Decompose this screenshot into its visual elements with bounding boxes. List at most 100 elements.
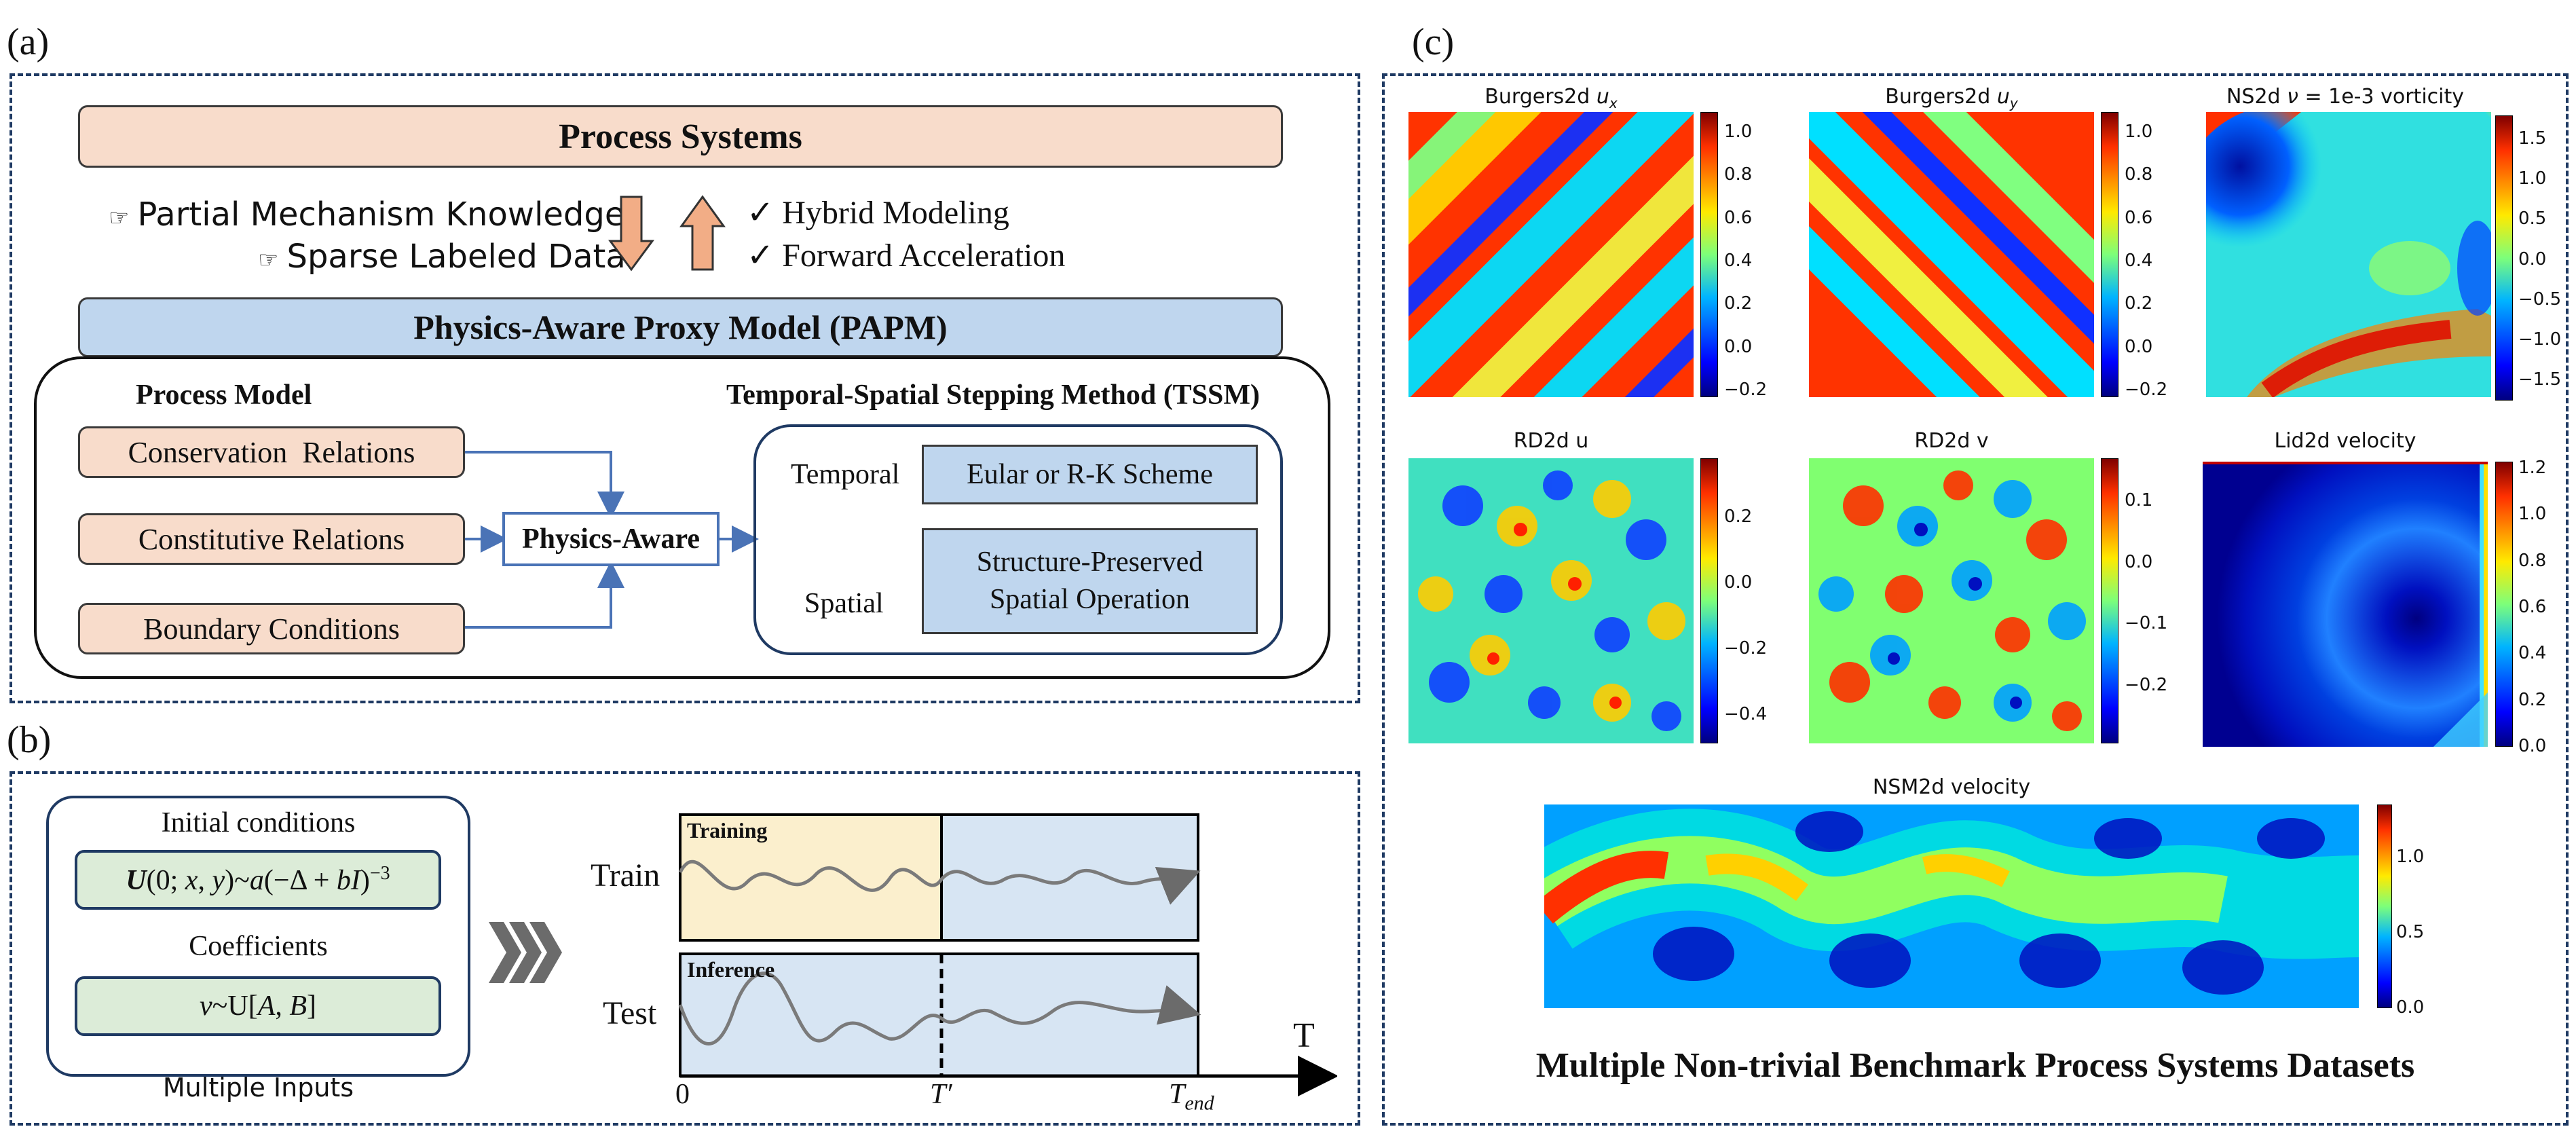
train-test-timeline xyxy=(678,813,1337,1096)
spatial-operation-box: Structure-Preserved Spatial Operation xyxy=(922,528,1258,634)
rd2d-v-tick-label: −0.1 xyxy=(2125,613,2168,634)
burgers-ux-tick-label: 0.2 xyxy=(1724,293,1753,314)
burgers-ux-tick-label: 0.6 xyxy=(1724,207,1753,228)
lid2d-title: Lid2d velocity xyxy=(2274,429,2416,453)
burgers-uy-tick-label: 0.4 xyxy=(2125,251,2153,271)
lid2d-field xyxy=(2203,462,2488,747)
rd2d-u-tick-label: 0.2 xyxy=(1724,506,1753,527)
ns2d-tick-label: −1.0 xyxy=(2518,329,2562,350)
test-label: Test xyxy=(603,995,657,1031)
spatial-label: Spatial xyxy=(804,588,884,619)
burgers-uy-colorbar xyxy=(2101,112,2118,397)
ns2d-tick-label: −0.5 xyxy=(2518,289,2562,310)
lid2d-tick-label: 0.2 xyxy=(2518,689,2547,710)
chevron-arrows-icon xyxy=(489,922,562,983)
burgers-ux-tick-label: 0.4 xyxy=(1724,251,1753,271)
lid2d-tick-label: 0.6 xyxy=(2518,597,2547,617)
rd2d-u-title: RD2d u xyxy=(1513,429,1589,453)
left-item-2: ☞ Sparse Labeled Data xyxy=(258,238,626,276)
burgers-uy-tick-label: 0.0 xyxy=(2125,336,2153,357)
burgers-uy-tick-label: 1.0 xyxy=(2125,122,2153,142)
initial-condition-formula: U(0; x, y)~a(−Δ + bI)−3 xyxy=(75,850,441,910)
ns2d-tick-label: 1.0 xyxy=(2518,168,2547,189)
papm-body-frame xyxy=(34,356,1330,679)
training-label: Training xyxy=(687,818,768,843)
panel-b-frame xyxy=(10,771,1360,1126)
ns2d-title: NS2d ν = 1e-3 vorticity xyxy=(2226,85,2464,109)
burgers-ux-tick-label: 1.0 xyxy=(1724,122,1753,142)
nsm2d-field xyxy=(1544,804,2359,1008)
panel-c-frame xyxy=(1382,73,2569,1126)
axis-tend-label: Tend xyxy=(1169,1079,1214,1115)
lid2d-tick-label: 0.8 xyxy=(2518,550,2547,571)
coefficient-formula-text: ν~U[A, B] xyxy=(199,991,316,1022)
axis-tprime-label: T′ xyxy=(930,1079,952,1110)
coefficients-label: Coefficients xyxy=(189,931,328,962)
ns2d-tick-label: 0.0 xyxy=(2518,248,2547,270)
burgers-ux-tick-label: 0.8 xyxy=(1724,164,1753,185)
axis-t-label: T xyxy=(1293,1016,1315,1055)
lid2d-tick-label: 1.2 xyxy=(2518,458,2547,478)
burgers-uy-tick-label: 0.8 xyxy=(2125,164,2153,185)
nsm2d-title: NSM2d velocity xyxy=(1872,775,2031,799)
pointing-hand-icon: ☞ xyxy=(109,204,130,232)
right-item-2: ✓ Forward Acceleration xyxy=(747,236,1066,274)
process-model-title: Process Model xyxy=(136,380,312,411)
burgers-ux-tick-label: −0.2 xyxy=(1724,380,1768,400)
papm-label: Physics-Aware Proxy Model (PAPM) xyxy=(413,308,948,346)
burgers-uy-title: Burgers2d uy xyxy=(1885,85,2018,111)
nsm2d-tick-label: 0.0 xyxy=(2396,997,2425,1018)
lid2d-tick-label: 1.0 xyxy=(2518,504,2547,525)
tssm-frame xyxy=(753,424,1283,655)
left-item-1: ☞ Partial Mechanism Knowledge xyxy=(109,196,625,234)
papm-box: Physics-Aware Proxy Model (PAPM) xyxy=(78,297,1283,357)
ns2d-tick-label: 0.5 xyxy=(2518,208,2547,229)
burgers-uy-tick-label: 0.2 xyxy=(2125,293,2153,314)
nsm2d-tick-label: 1.0 xyxy=(2396,847,2425,867)
conservation-relations-box: Conservation Relations xyxy=(78,426,465,478)
rd2d-v-title: RD2d v xyxy=(1914,429,1989,453)
lid2d-tick-label: 0.4 xyxy=(2518,643,2547,664)
inference-label: Inference xyxy=(687,957,775,982)
down-arrow-icon xyxy=(608,196,654,272)
burgers-uy-tick-label: 0.6 xyxy=(2125,207,2153,228)
rd2d-u-tick-label: −0.4 xyxy=(1724,704,1768,724)
lid2d-colorbar xyxy=(2495,462,2513,747)
process-systems-label: Process Systems xyxy=(559,117,802,156)
right-item-1: ✓ Hybrid Modeling xyxy=(747,193,1009,232)
constitutive-relations-box: Constitutive Relations xyxy=(78,513,465,565)
panel-c-letter: (c) xyxy=(1412,21,1455,63)
rd2d-u-field xyxy=(1408,458,1694,743)
nsm2d-colorbar xyxy=(2377,804,2392,1008)
burgers-ux-tick-label: 0.0 xyxy=(1724,336,1753,357)
nsm2d-tick-label: 0.5 xyxy=(2396,922,2425,942)
panel-c-caption: Multiple Non-trivial Benchmark Process S… xyxy=(1535,1046,2415,1085)
burgers-uy-field xyxy=(1809,112,2094,397)
up-arrow-icon xyxy=(679,195,726,271)
rd2d-u-tick-label: −0.2 xyxy=(1724,638,1768,659)
initial-conditions-label: Initial conditions xyxy=(161,807,356,838)
rd2d-v-field xyxy=(1809,458,2094,743)
burgers-ux-colorbar xyxy=(1700,112,1718,397)
temporal-scheme-box: Eular or R-K Scheme xyxy=(922,445,1258,504)
rd2d-u-tick-label: 0.0 xyxy=(1724,572,1753,593)
panel-a-frame xyxy=(10,73,1360,703)
tssm-title: Temporal-Spatial Stepping Method (TSSM) xyxy=(726,380,1261,411)
process-systems-box: Process Systems xyxy=(78,105,1283,168)
pointing-hand-icon: ☞ xyxy=(258,246,279,274)
initial-condition-formula-text: U(0; x, y)~a(−Δ + bI)−3 xyxy=(126,863,390,896)
burgers-ux-title: Burgers2d ux xyxy=(1485,85,1618,111)
rd2d-v-tick-label: 0.1 xyxy=(2125,490,2153,511)
ns2d-tick-label: 1.5 xyxy=(2518,128,2547,149)
panel-a-letter: (a) xyxy=(7,21,50,63)
check-icon: ✓ xyxy=(747,193,774,232)
process-model-connectors xyxy=(465,451,759,629)
inputs-frame xyxy=(46,796,470,1077)
train-label: Train xyxy=(591,857,660,893)
ns2d-field xyxy=(2206,112,2491,397)
axis-zero-label: 0 xyxy=(675,1079,690,1110)
coefficient-formula: ν~U[A, B] xyxy=(75,976,441,1036)
lid2d-tick-label: 0.0 xyxy=(2518,736,2547,756)
rd2d-u-colorbar xyxy=(1700,458,1718,743)
temporal-label: Temporal xyxy=(791,459,900,490)
